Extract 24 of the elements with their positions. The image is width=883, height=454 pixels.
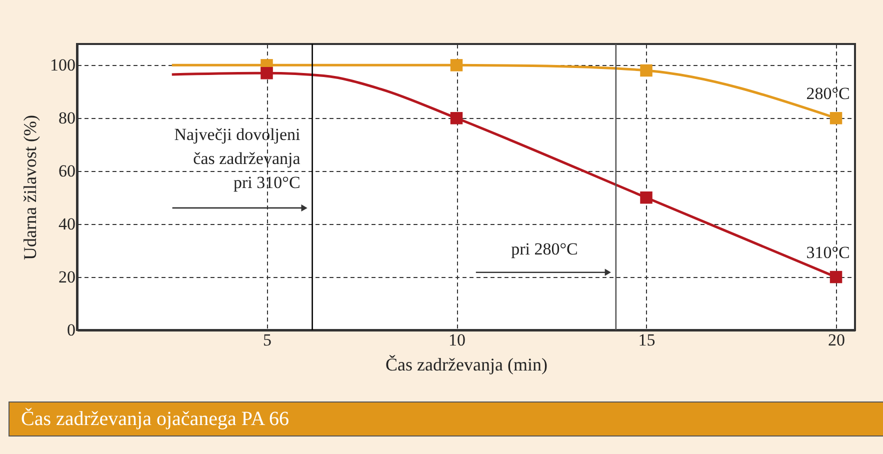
x-tick-label: 15: [638, 330, 656, 350]
x-tick-label: 20: [828, 330, 846, 350]
point: [450, 112, 463, 124]
point: [830, 270, 842, 284]
y-tick-label: 100: [50, 56, 76, 75]
series-label: 310°C: [806, 243, 850, 262]
text: Čas zadrževanja ojačanega PA 66: [21, 407, 290, 430]
x-tick-label: 10: [448, 330, 466, 350]
point: [640, 191, 652, 204]
y-tick-label: 40: [58, 214, 76, 234]
point: [830, 112, 842, 124]
y-tick-label: 20: [58, 268, 76, 287]
y-axis-title: Udarna žilavost (%): [20, 115, 40, 260]
point: [640, 64, 652, 77]
x-tick-label: 5: [263, 330, 272, 350]
y-tick-label: 80: [58, 108, 76, 128]
x-axis-title: Čas zadrževanja (min): [386, 354, 548, 374]
point: [450, 59, 463, 72]
y-tick-label: 0: [67, 320, 76, 340]
ref-line-label: Največji dovoljeni čas zadrževanja pri 310°C: [174, 124, 301, 192]
y-tick-label: 60: [58, 162, 76, 181]
point: [260, 67, 273, 80]
series-label: 280°C: [806, 84, 850, 104]
ref-line-label: pri 280°C: [511, 239, 578, 258]
